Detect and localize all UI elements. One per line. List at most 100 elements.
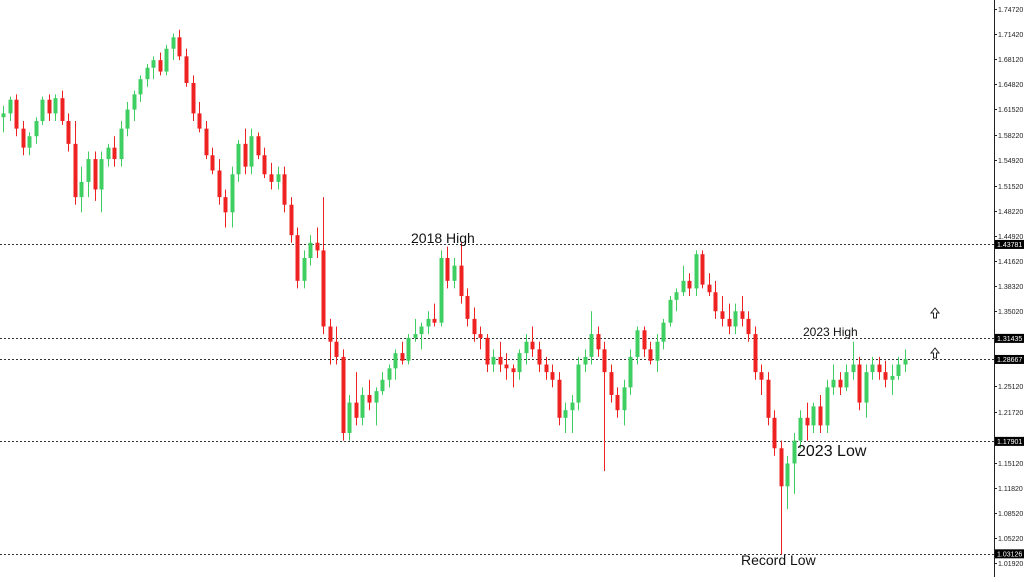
candle-body-down bbox=[432, 318, 437, 323]
candle-body-down bbox=[498, 356, 503, 365]
candle-body-up bbox=[825, 387, 830, 426]
candle-body-up bbox=[132, 94, 137, 110]
level-price-label: 1.43781 bbox=[997, 242, 1022, 249]
candle-body-down bbox=[727, 318, 732, 327]
arrow-markers bbox=[929, 307, 941, 359]
level-price-box bbox=[995, 549, 1024, 559]
candle-body-up bbox=[40, 99, 45, 122]
y-tick-label: 1.54920 bbox=[998, 158, 1023, 165]
candle-body-down bbox=[530, 341, 535, 350]
candle-body-up bbox=[106, 147, 111, 160]
candle-body-down bbox=[367, 394, 372, 403]
candle-body-down bbox=[21, 128, 26, 148]
level-price-label: 1.17901 bbox=[997, 439, 1022, 446]
candle-body-up bbox=[655, 341, 660, 361]
candle-body-down bbox=[642, 330, 647, 350]
candle-body-down bbox=[217, 170, 222, 198]
candle-body-up bbox=[681, 280, 686, 293]
candle-body-up bbox=[589, 334, 594, 357]
candle-body-down bbox=[687, 280, 692, 289]
level-price-box bbox=[995, 239, 1024, 249]
candle-body-up bbox=[34, 121, 39, 137]
candle-body-down bbox=[700, 254, 705, 285]
candle-body-up bbox=[27, 136, 32, 148]
candle-body-up bbox=[406, 337, 411, 361]
candle-body-up bbox=[151, 60, 156, 68]
candle-body-down bbox=[223, 197, 228, 213]
up-arrow-icon bbox=[929, 347, 941, 359]
y-tick-label: 1.44920 bbox=[998, 234, 1023, 241]
y-tick-label: 1.01920 bbox=[998, 561, 1023, 568]
candle-body-up bbox=[119, 128, 124, 160]
candle-body-down bbox=[289, 204, 294, 236]
candle-body-down bbox=[818, 406, 823, 426]
candle-body-down bbox=[321, 250, 326, 327]
y-tick-label: 1.58220 bbox=[998, 133, 1023, 140]
y-tick-label: 1.35020 bbox=[998, 309, 1023, 316]
up-arrow-icon bbox=[929, 307, 941, 319]
candle-body-up bbox=[8, 99, 13, 114]
candle-body-down bbox=[334, 341, 339, 357]
candle-body-up bbox=[851, 364, 856, 373]
candle-body-up bbox=[419, 326, 424, 335]
candle-body-down bbox=[177, 37, 182, 57]
candle-body-down bbox=[184, 56, 189, 83]
candle-body-down bbox=[609, 372, 614, 395]
candle-body-down bbox=[753, 334, 758, 373]
candle-body-up bbox=[491, 356, 496, 365]
candle-body-up bbox=[347, 402, 352, 434]
level-price-box bbox=[995, 333, 1024, 343]
candle-body-up bbox=[890, 375, 895, 380]
candle-body-down bbox=[550, 372, 555, 380]
candle-body-down bbox=[615, 394, 620, 411]
candle-body-down bbox=[269, 174, 274, 182]
candle-body-down bbox=[772, 417, 777, 449]
candle-body-up bbox=[635, 330, 640, 357]
candle-body-down bbox=[740, 311, 745, 319]
candle-body-up bbox=[628, 356, 633, 388]
candle-body-up bbox=[138, 79, 143, 95]
candle-body-up bbox=[99, 159, 104, 190]
candle-body-up bbox=[276, 174, 281, 182]
candle-body-up bbox=[236, 143, 241, 175]
candle-body-down bbox=[210, 155, 215, 171]
candle-body-down bbox=[197, 113, 202, 129]
y-tick-label: 1.21720 bbox=[998, 410, 1023, 417]
candle-body-down bbox=[295, 235, 300, 281]
y-tick-label: 1.05220 bbox=[998, 536, 1023, 543]
y-tick-label: 1.64820 bbox=[998, 82, 1023, 89]
candle-body-up bbox=[661, 322, 666, 342]
candle-body-up bbox=[844, 372, 849, 388]
candle-body-up bbox=[583, 356, 588, 365]
candle-body-up bbox=[360, 394, 365, 418]
candle-body-up bbox=[387, 368, 392, 380]
level-lines bbox=[0, 244, 994, 555]
candle-body-up bbox=[896, 364, 901, 376]
candle-body-up bbox=[308, 242, 313, 258]
candle-body-up bbox=[393, 353, 398, 369]
level-price-label: 1.31435 bbox=[997, 336, 1022, 343]
candle-body-up bbox=[674, 292, 679, 300]
candle-body-down bbox=[838, 379, 843, 388]
candle-body-down bbox=[707, 284, 712, 293]
y-tick-label: 1.38320 bbox=[998, 284, 1023, 291]
candle-body-down bbox=[112, 147, 117, 160]
level-price-boxes: 1.43781 1.31435 1.28667 1.17901 1.03126 bbox=[995, 239, 1024, 559]
candle-body-up bbox=[249, 136, 254, 167]
candle-body-up bbox=[145, 67, 150, 80]
level-price-label: 1.03126 bbox=[997, 551, 1022, 558]
candle-body-up bbox=[86, 159, 91, 182]
candle-body-down bbox=[158, 60, 163, 72]
y-tick-label: 1.11820 bbox=[998, 486, 1023, 493]
candle-body-up bbox=[380, 379, 385, 392]
candle-body-down bbox=[465, 296, 470, 319]
candle-body-down bbox=[544, 364, 549, 373]
candle-body-up bbox=[870, 364, 875, 373]
candle-body-down bbox=[341, 356, 346, 434]
candle-body-up bbox=[79, 181, 84, 198]
candle-body-up bbox=[798, 417, 803, 441]
candle-body-down bbox=[472, 318, 477, 335]
candle-body-down bbox=[779, 448, 784, 487]
level-price-label: 1.28667 bbox=[997, 357, 1022, 364]
